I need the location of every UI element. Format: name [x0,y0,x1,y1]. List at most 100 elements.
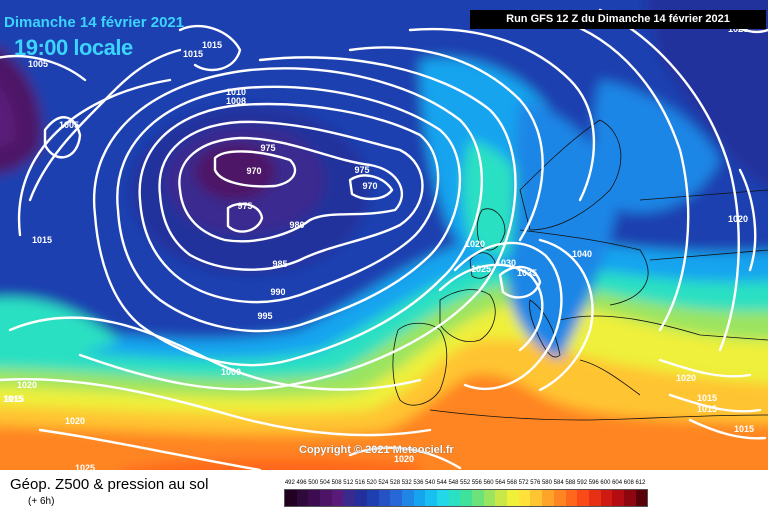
scale-tick-label: 580 [541,480,552,486]
isobar-pressure-label: 1015 [202,40,222,50]
scale-tick-label: 552 [460,480,471,486]
isobar-pressure-label: 1020 [465,239,485,249]
scale-tick-label: 516 [354,480,365,486]
isobar-pressure-label: 1015 [734,424,754,434]
scale-tick-label: 576 [530,480,541,486]
isobar-pressure-label: 1020 [676,373,696,383]
scale-tick-label: 604 [612,480,623,486]
isobar-pressure-label: 1025 [75,463,95,470]
scale-tick-label: 612 [635,480,646,486]
scale-color-swatch [436,490,449,506]
isobar-pressure-label: 980 [289,220,304,230]
scale-color-swatch [460,490,472,506]
isobar-pressure-label: 1035 [517,268,537,278]
isobar-pressure-label: 1020 [728,24,748,34]
scale-color-swatch [390,490,402,506]
scale-color-swatch [401,490,414,506]
isobar-pressure-label: 1008 [226,96,246,106]
isobar-pressure-label: 1005 [59,120,79,130]
scale-color-swatch [518,490,531,506]
scale-tick-label: 512 [343,480,354,486]
isobar-pressure-label: 1020 [394,454,414,464]
isobar-pressure-label: 1015 [183,49,203,59]
scale-tick-label: 572 [518,480,529,486]
scale-tick-label: 508 [331,480,342,486]
isobar-pressure-label: 1015 [697,404,717,414]
scale-color-swatch [308,490,321,506]
isobar-pressure-label: 1020 [728,214,748,224]
color-scale-bar [284,489,649,507]
scale-tick-label: 492 [284,480,295,486]
isobar-pressure-label: 1025 [471,264,491,274]
scale-tick-label: 528 [390,480,401,486]
isobar-pressure-label: 1005 [28,59,48,69]
scale-tick-label: 500 [308,480,319,486]
scale-color-swatch [623,490,636,506]
scale-tick-label: 520 [366,480,377,486]
isobar-pressure-label: 975 [237,201,252,211]
isobar-pressure-label: 975 [260,143,275,153]
scale-tick-label: 592 [577,480,588,486]
isobar-pressure-label: 1030 [496,258,516,268]
scale-tick-label: 544 [436,480,447,486]
coastlines [392,119,768,421]
scale-color-swatch [378,490,391,506]
isobar-pressure-label: 1000 [221,367,241,377]
forecast-local-time: 19:00 locale [14,35,133,60]
scale-color-swatch [472,490,484,506]
scale-color-swatch [448,490,461,506]
scale-color-swatch [600,490,613,506]
scale-tick-label: 504 [319,480,330,486]
isobar-pressure-label: 1015 [4,394,24,404]
isobar-pressure-label: 1040 [572,249,592,259]
scale-color-swatch [331,490,344,506]
scale-color-swatch [320,490,332,506]
scale-tick-label: 560 [483,480,494,486]
scale-tick-label: 532 [401,480,412,486]
scale-color-swatch [553,490,566,506]
scale-color-swatch [635,490,648,506]
scale-color-swatch [343,490,356,506]
model-run-banner: Run GFS 12 Z du Dimanche 14 février 2021 [470,10,766,29]
scale-tick-label: 548 [448,480,459,486]
isobar-pressure-label: 1020 [65,416,85,426]
scale-tick-label: 588 [565,480,576,486]
isobar-pressure-label: 1015 [3,394,23,404]
scale-color-swatch [588,490,601,506]
isobar-pressure-label: 1015 [697,393,717,403]
forecast-date: Dimanche 14 février 2021 [4,14,185,31]
geopotential-color-field [0,0,768,470]
scale-tick-label: 536 [413,480,424,486]
scale-color-swatch [355,490,367,506]
isobar-pressure-label: 970 [362,181,377,191]
legend-title: Géop. Z500 & pression au sol [10,476,209,493]
isobar-pressure-label: 985 [272,259,287,269]
isobar-pressure-label: 1020 [17,380,37,390]
scale-tick-label: 524 [378,480,389,486]
scale-color-swatch [366,490,379,506]
scale-color-swatch [483,490,496,506]
color-scale-ticks: 492 496 500 504 508 512 516 520 524 528 532 536 540 5… [284,478,648,489]
scale-color-swatch [612,490,624,506]
scale-color-swatch [507,490,519,506]
scale-tick-label: 496 [296,480,307,486]
isobar-pressure-label: 990 [270,287,285,297]
scale-color-swatch [542,490,554,506]
scale-tick-label: 600 [600,480,611,486]
isobars [0,8,768,470]
scale-tick-label: 564 [495,480,506,486]
scale-color-swatch [285,490,297,506]
isobar-pressure-label: 970 [246,166,261,176]
scale-tick-label: 608 [623,480,634,486]
scale-color-swatch [577,490,589,506]
scale-color-swatch [565,490,578,506]
scale-tick-label: 556 [471,480,482,486]
scale-tick-label: 584 [553,480,564,486]
legend-subtitle: (+ 6h) [28,496,55,507]
scale-color-swatch [413,490,426,506]
scale-tick-label: 568 [506,480,517,486]
color-scale: 492 496 500 504 508 512 516 520 524 528 532 536 540 5… [284,478,649,507]
